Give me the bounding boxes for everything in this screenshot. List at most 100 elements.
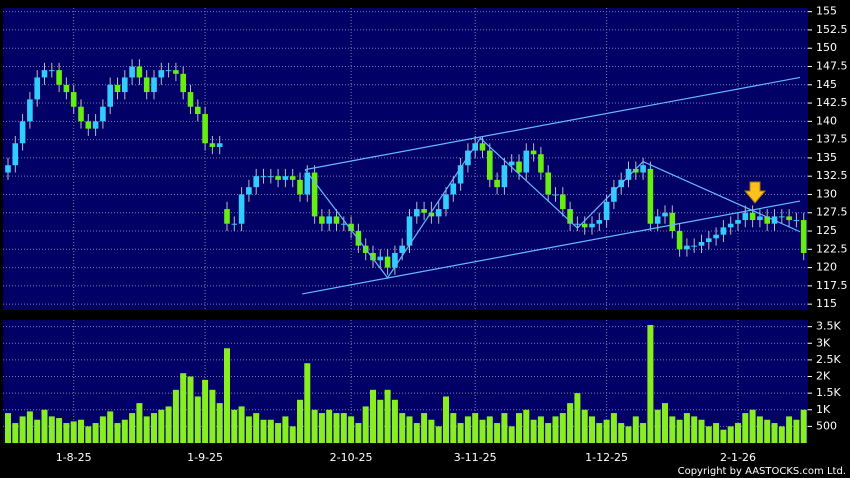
volume-bar xyxy=(749,409,756,443)
candle-body xyxy=(216,143,223,147)
volume-bar xyxy=(238,406,245,443)
candle-body xyxy=(238,194,245,224)
volume-bar xyxy=(486,416,493,443)
y-tick-label: 140 xyxy=(816,114,837,127)
volume-bar xyxy=(537,416,544,443)
y-tick-label: 132.5 xyxy=(816,169,848,182)
candle-body xyxy=(603,201,610,221)
candle-body xyxy=(669,212,676,232)
volume-bar xyxy=(406,416,413,443)
volume-bar xyxy=(56,418,63,443)
volume-bar xyxy=(209,389,216,443)
volume-bar xyxy=(516,413,522,443)
candle-body xyxy=(304,172,311,195)
volume-bar xyxy=(92,423,99,443)
volume-bar xyxy=(377,399,384,443)
y-tick-label: 135 xyxy=(816,151,837,164)
volume-bar xyxy=(216,403,223,443)
volume-bar xyxy=(362,406,369,443)
volume-bar xyxy=(567,403,574,443)
candle-body xyxy=(268,176,274,178)
candle-body xyxy=(122,77,128,93)
y-tick-label: 152.5 xyxy=(816,23,848,36)
candle-body xyxy=(691,245,697,247)
candle-body xyxy=(501,165,508,188)
volume-bar xyxy=(340,413,347,443)
candle-body xyxy=(85,121,92,129)
volume-bar xyxy=(12,423,19,443)
candle-body xyxy=(487,150,493,180)
y-tick-label: 142.5 xyxy=(816,96,848,109)
y-tick-label: 147.5 xyxy=(816,59,848,72)
candle-body xyxy=(779,216,785,218)
volume-bar xyxy=(5,413,11,443)
candle-body xyxy=(246,187,252,195)
volume-bar xyxy=(384,389,391,443)
volume-bar xyxy=(34,419,41,443)
volume-bar xyxy=(669,416,676,443)
candle-body xyxy=(63,84,70,93)
volume-bar xyxy=(793,419,800,443)
volume-bar xyxy=(720,429,727,443)
volume-bar xyxy=(78,419,84,443)
volume-bar xyxy=(41,409,48,443)
candle-body xyxy=(5,165,11,173)
volume-bar xyxy=(472,413,479,443)
volume-bar xyxy=(19,416,26,443)
candle-body xyxy=(107,84,113,107)
candle-body xyxy=(698,241,705,246)
candle-body xyxy=(764,216,770,224)
volume-bar xyxy=(187,376,194,443)
candle-body xyxy=(282,176,289,180)
volume-bar xyxy=(450,413,457,443)
copyright: Copyright by AASTOCKS.com Ltd. xyxy=(678,466,846,477)
candle-body xyxy=(793,220,800,222)
candle-body xyxy=(421,209,427,213)
candle-body xyxy=(34,77,40,100)
y-tick-label: 145 xyxy=(816,78,837,91)
candle-body xyxy=(406,216,413,246)
volume-bar xyxy=(618,423,625,443)
volume-bar xyxy=(581,409,588,443)
volume-bar xyxy=(559,413,566,443)
volume-bar xyxy=(662,403,668,443)
candle-body xyxy=(676,231,683,250)
volume-bar xyxy=(742,413,749,443)
candle-body xyxy=(435,209,442,217)
volume-bar xyxy=(698,419,705,443)
candle-body xyxy=(224,209,230,224)
candle-body xyxy=(253,176,259,188)
candle-body xyxy=(786,216,792,221)
volume-bar xyxy=(713,423,720,443)
volume-bar xyxy=(457,423,464,443)
volume-bar xyxy=(552,416,559,443)
candle-body xyxy=(530,150,537,155)
trendline xyxy=(302,200,801,295)
candle-body xyxy=(12,143,19,166)
candle-body xyxy=(19,121,26,144)
candle-body xyxy=(735,220,741,224)
y2-tick-label: 500 xyxy=(816,419,837,432)
volume-bar xyxy=(654,409,661,443)
candle-body xyxy=(727,223,734,228)
volume-bar xyxy=(705,426,712,443)
volume-bar xyxy=(231,409,238,443)
volume-bar xyxy=(800,409,807,443)
volume-bar xyxy=(391,399,398,443)
x-tick-label: 1-9-25 xyxy=(187,451,223,464)
candle-body xyxy=(742,212,749,221)
candle-body xyxy=(399,245,405,253)
candle-body xyxy=(428,212,435,217)
volume-bar xyxy=(574,393,581,443)
volume-bar xyxy=(180,373,187,443)
candle-body xyxy=(523,150,530,173)
volume-bar xyxy=(421,413,428,443)
volume-bar xyxy=(370,389,376,443)
y-tick-label: 125 xyxy=(816,224,837,237)
y2-tick-label: 1K xyxy=(816,403,831,416)
volume-bar xyxy=(786,416,793,443)
candle-body xyxy=(414,209,420,217)
candle-body xyxy=(326,216,332,224)
candle-body xyxy=(370,252,376,261)
